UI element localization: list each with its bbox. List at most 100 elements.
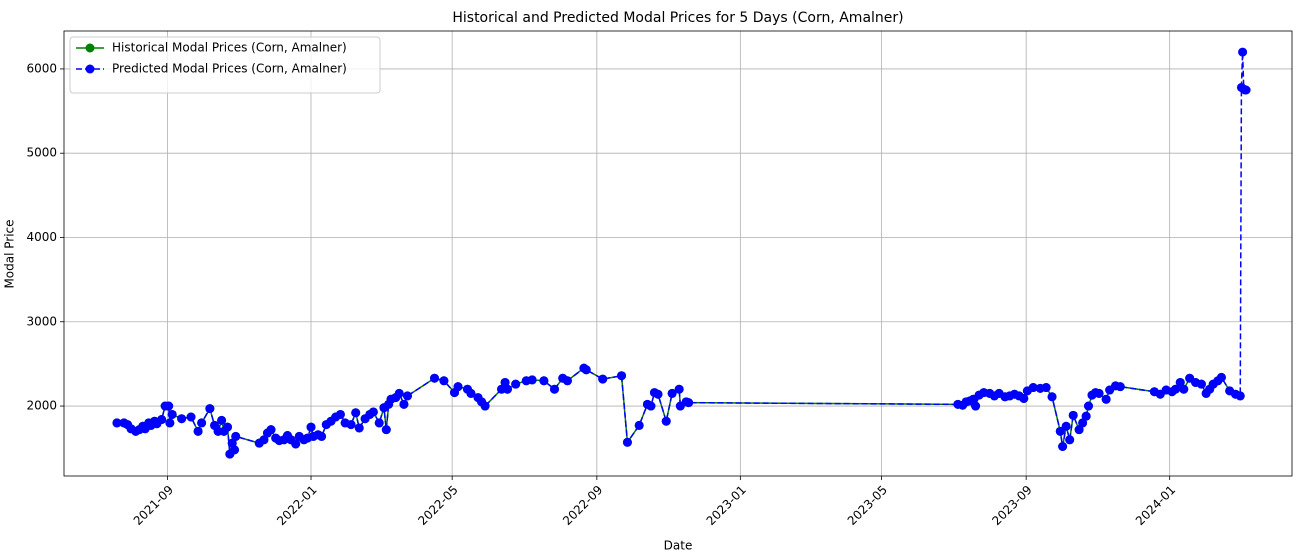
point: [430, 373, 440, 383]
point: [368, 407, 378, 417]
point: [1068, 410, 1078, 420]
x-axis-label: Date: [664, 539, 693, 553]
point: [1019, 393, 1029, 403]
point: [539, 376, 549, 386]
point: [971, 401, 981, 411]
legend-box: [69, 36, 381, 94]
point: [1238, 47, 1248, 57]
point: [674, 384, 684, 394]
legend-marker: [85, 64, 95, 74]
point: [667, 388, 677, 398]
point: [266, 425, 276, 435]
point: [394, 388, 404, 398]
x-tick-label: 2022-09: [560, 483, 605, 528]
point: [186, 412, 196, 422]
point: [1081, 411, 1091, 421]
point: [1028, 383, 1038, 393]
y-tick-label: 3000: [26, 314, 57, 328]
point: [354, 423, 364, 433]
y-axis-label: Modal Price: [3, 219, 17, 288]
point: [1074, 425, 1084, 435]
legend: Historical Modal Prices (Corn, Amalner) P…: [69, 36, 381, 94]
point: [1055, 426, 1065, 436]
point: [402, 391, 412, 401]
legend-label: Predicted Modal Prices (Corn, Amalner): [112, 62, 347, 76]
x-tick-label: 2022-01: [274, 483, 319, 528]
point: [112, 418, 122, 428]
point: [511, 379, 521, 389]
point: [562, 376, 572, 386]
point: [1115, 382, 1125, 392]
plot-frame: [63, 30, 1293, 477]
point: [193, 426, 203, 436]
point: [1061, 421, 1071, 431]
point: [1101, 394, 1111, 404]
point: [1196, 379, 1206, 389]
point: [1078, 418, 1088, 428]
point: [1065, 435, 1075, 445]
x-tick-label: 2023-01: [704, 483, 749, 528]
y-tick-label: 5000: [26, 146, 57, 160]
point: [1047, 392, 1057, 402]
point: [1241, 85, 1251, 95]
point: [466, 388, 476, 398]
point: [291, 439, 301, 449]
point: [157, 415, 167, 425]
point: [1041, 383, 1051, 393]
point: [222, 422, 232, 432]
legend-label: Historical Modal Prices (Corn, Amalner): [112, 41, 347, 55]
point: [217, 415, 227, 425]
series-line: [116, 52, 1247, 455]
point: [1058, 442, 1068, 452]
x-tick-label: 2023-05: [845, 483, 890, 528]
point: [197, 418, 207, 428]
point: [317, 431, 327, 441]
point: [231, 431, 241, 441]
point: [335, 409, 345, 419]
point: [1179, 384, 1189, 394]
point: [617, 371, 627, 381]
point: [480, 401, 490, 411]
point: [646, 401, 656, 411]
legend-marker: [85, 43, 95, 53]
point: [374, 418, 384, 428]
point: [439, 376, 449, 386]
point: [598, 374, 608, 384]
point: [399, 399, 409, 409]
point: [1084, 401, 1094, 411]
point: [453, 382, 463, 392]
x-tick-label: 2023-09: [989, 483, 1034, 528]
point: [653, 389, 663, 399]
y-tick-label: 6000: [26, 61, 57, 75]
point: [1175, 377, 1185, 387]
point: [527, 375, 537, 385]
point: [351, 408, 361, 418]
x-tick-label: 2024-01: [1133, 483, 1178, 528]
point: [1216, 372, 1226, 382]
point: [1235, 391, 1245, 401]
y-tick-label: 2000: [26, 399, 57, 413]
point: [502, 384, 512, 394]
point: [165, 418, 175, 428]
point: [634, 420, 644, 430]
chart-title: Historical and Predicted Modal Prices fo…: [452, 10, 903, 26]
point: [306, 422, 316, 432]
point: [205, 404, 215, 414]
point: [684, 398, 694, 408]
y-tick-label: 4000: [26, 230, 57, 244]
point: [346, 420, 356, 430]
x-tick-label: 2021-09: [131, 483, 176, 528]
point: [581, 365, 591, 375]
point: [167, 409, 177, 419]
point: [381, 425, 391, 435]
point: [1094, 388, 1104, 398]
x-tick-label: 2022-05: [415, 483, 460, 528]
point: [1171, 384, 1181, 394]
point: [177, 414, 187, 424]
point: [164, 401, 174, 411]
point: [661, 416, 671, 426]
point: [230, 445, 240, 455]
point: [622, 437, 632, 447]
point: [259, 435, 269, 445]
